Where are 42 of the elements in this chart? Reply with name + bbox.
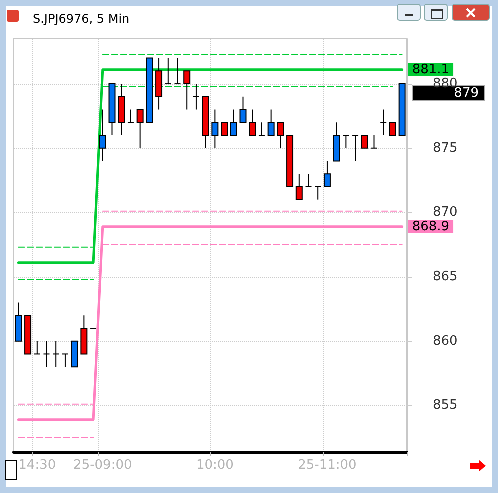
x-tick-label: 14:30: [18, 458, 56, 473]
candlestick: [258, 122, 266, 136]
candlestick: [230, 109, 238, 136]
candlestick: [43, 340, 50, 368]
candlestick: [389, 122, 396, 136]
y-tick-label: 875: [433, 140, 458, 156]
text: 879: [454, 86, 479, 101]
chart-title: S.JPJ6976, 5 Min: [33, 12, 130, 26]
candlestick: [192, 84, 200, 110]
candlestick: [52, 340, 60, 368]
candlestick: [127, 109, 134, 124]
candlestick: [370, 134, 378, 149]
data-label: 881.1: [412, 62, 450, 78]
candlestick: [99, 109, 106, 162]
candlestick: [361, 134, 368, 149]
candlestick: [62, 354, 69, 368]
candlestick: [296, 174, 303, 200]
data-label: 868.9: [412, 219, 450, 234]
candlestick: [184, 70, 191, 110]
candlestick: [314, 186, 322, 200]
candlestick: [305, 174, 312, 188]
candlestick: [249, 109, 256, 136]
y-tick-label: 860: [433, 334, 458, 349]
candlestick: [277, 122, 284, 149]
y-tick-label: 865: [433, 270, 458, 285]
x-tick-label: 25-09:00: [74, 458, 132, 473]
candlestick: [352, 134, 360, 162]
x-tick-label: 10:00: [196, 458, 234, 473]
y-tick-label: 870: [433, 205, 458, 220]
candlestick: [174, 58, 182, 85]
candlestick: [342, 134, 350, 149]
candlestick: [212, 109, 219, 149]
candlestick: [34, 340, 41, 355]
x-tick-label: 25-11:00: [298, 458, 357, 473]
candlestick: [221, 122, 228, 136]
candlestick: [324, 160, 331, 188]
candlestick: [380, 109, 388, 136]
candlestick: [268, 109, 275, 136]
y-tick-label: 855: [433, 398, 458, 414]
candlestick: [240, 96, 247, 124]
candlestick: [136, 109, 144, 149]
candlestick: [164, 58, 172, 85]
